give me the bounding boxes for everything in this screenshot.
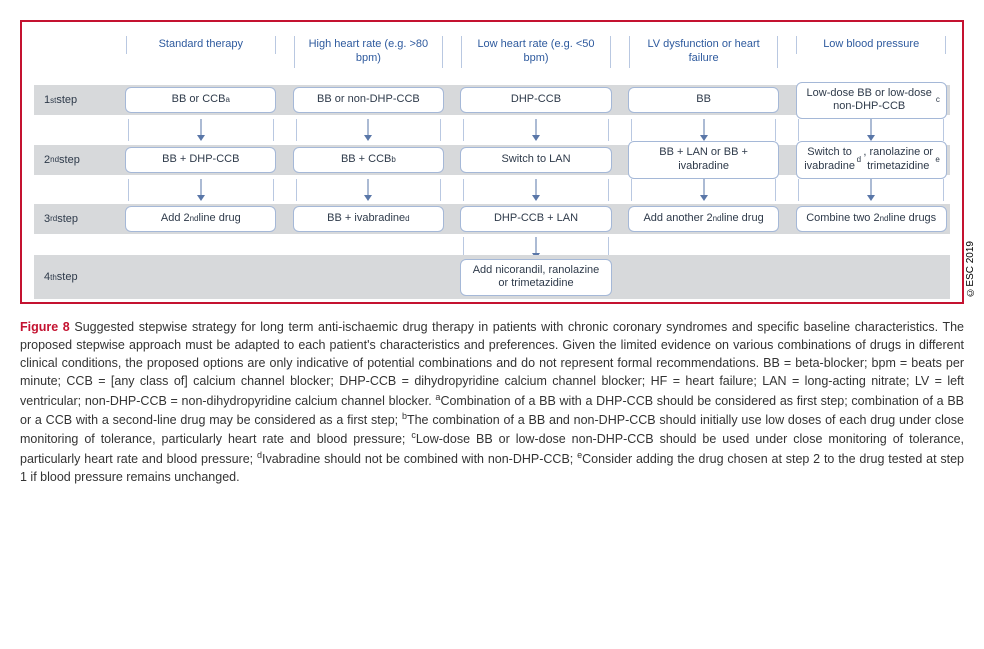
- step-cell: Low-dose BB or low-dose non-DHP-CCBc: [792, 82, 950, 120]
- step-cell: Switch to ivabradined, ranolazine or tri…: [792, 141, 950, 179]
- column-rail: [792, 119, 950, 141]
- flowchart-grid: Standard therapyHigh heart rate (e.g. >8…: [34, 34, 950, 296]
- figure-border: Standard therapyHigh heart rate (e.g. >8…: [20, 20, 964, 304]
- column-rail: [457, 179, 615, 201]
- treatment-box: Combine two 2nd line drugs: [796, 206, 947, 232]
- treatment-box: BB + ivabradined: [293, 206, 444, 232]
- column-rail: [792, 179, 950, 201]
- treatment-box: BB or non-DHP-CCB: [293, 87, 444, 113]
- step-cell: BB + DHP-CCB: [122, 141, 280, 179]
- column-rail: [625, 179, 783, 201]
- step-label: 4th step: [34, 259, 112, 297]
- step-cell: DHP-CCB + LAN: [457, 201, 615, 237]
- connector-spacer: [34, 119, 112, 141]
- column-rail: [625, 119, 783, 141]
- step-cell: [625, 259, 783, 297]
- step-row: 1st step BB or CCBa BB or non-DHP-CCB DHP-C…: [34, 82, 950, 120]
- step-cell: BB + ivabradined: [290, 201, 448, 237]
- column-header: Low heart rate (e.g. <50 bpm): [457, 34, 615, 76]
- figure-container: Standard therapyHigh heart rate (e.g. >8…: [20, 20, 964, 304]
- step-cell: [792, 259, 950, 297]
- column-header: Low blood pressure: [792, 34, 950, 76]
- step-label: 1st step: [34, 82, 112, 120]
- step-row: 4th step Add nicorandil, ranolazine or tr…: [34, 259, 950, 297]
- treatment-box: BB + CCBb: [293, 147, 444, 173]
- treatment-box: Add another 2nd line drug: [628, 206, 779, 232]
- column-rail: [122, 179, 280, 201]
- column-rail: [290, 119, 448, 141]
- step-cell: DHP-CCB: [457, 82, 615, 120]
- figure-caption: Figure 8 Suggested stepwise strategy for…: [20, 318, 964, 486]
- column-header: Standard therapy: [122, 34, 280, 76]
- step-cell: BB or non-DHP-CCB: [290, 82, 448, 120]
- treatment-box: DHP-CCB + LAN: [460, 206, 611, 232]
- step-cell: Add another 2nd line drug: [625, 201, 783, 237]
- treatment-box: Add nicorandil, ranolazine or trimetazid…: [460, 259, 611, 297]
- step-cell: [290, 259, 448, 297]
- treatment-box: Switch to ivabradined, ranolazine or tri…: [796, 141, 947, 179]
- step-cell: [122, 259, 280, 297]
- treatment-box: BB or CCBa: [125, 87, 276, 113]
- step-cell: Add 2nd line drug: [122, 201, 280, 237]
- caption-text: Suggested stepwise strategy for long ter…: [20, 320, 964, 484]
- treatment-box: BB + LAN or BB + ivabradine: [628, 141, 779, 179]
- treatment-box: DHP-CCB: [460, 87, 611, 113]
- figure-number: Figure 8: [20, 320, 70, 334]
- step-cell: BB + CCBb: [290, 141, 448, 179]
- step-cell: BB or CCBa: [122, 82, 280, 120]
- connector-row: [34, 119, 950, 141]
- column-headers: Standard therapyHigh heart rate (e.g. >8…: [34, 34, 950, 76]
- treatment-box: BB: [628, 87, 779, 113]
- copyright-label: ©ESC 2019: [965, 241, 976, 298]
- treatment-box: Low-dose BB or low-dose non-DHP-CCBc: [796, 82, 947, 120]
- step-cell: BB + LAN or BB + ivabradine: [625, 141, 783, 179]
- treatment-box: Switch to LAN: [460, 147, 611, 173]
- step-row: 2nd step BB + DHP-CCB BB + CCBb Switch to L…: [34, 141, 950, 179]
- step-cell: BB: [625, 82, 783, 120]
- column-rail: [290, 179, 448, 201]
- treatment-box: BB + DHP-CCB: [125, 147, 276, 173]
- step-cell: Add nicorandil, ranolazine or trimetazid…: [457, 259, 615, 297]
- column-header: LV dysfunction or heart failure: [625, 34, 783, 76]
- step-label: 3rd step: [34, 201, 112, 237]
- step-row: 3rd step Add 2nd line drug BB + ivabradine…: [34, 201, 950, 237]
- column-rail: [122, 119, 280, 141]
- step-cell: Switch to LAN: [457, 141, 615, 179]
- step-cell: Combine two 2nd line drugs: [792, 201, 950, 237]
- step-label: 2nd step: [34, 141, 112, 179]
- column-rail: [457, 119, 615, 141]
- treatment-box: Add 2nd line drug: [125, 206, 276, 232]
- connector-spacer: [34, 179, 112, 201]
- connector-row: [34, 179, 950, 201]
- column-header: High heart rate (e.g. >80 bpm): [290, 34, 448, 76]
- header-spacer: [34, 34, 112, 76]
